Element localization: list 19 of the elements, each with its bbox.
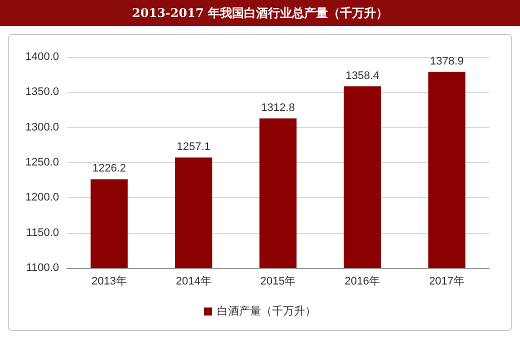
y-tick-label: 1100.0 [26, 262, 59, 274]
chart-title: 2013-2017 年我国白酒行业总产量（千万升） [0, 0, 520, 26]
x-tick-label: 2014年 [176, 276, 212, 288]
x-tick-label: 2015年 [260, 276, 296, 288]
x-tick-label: 2013年 [91, 276, 127, 288]
legend-label: 白酒产量（千万升） [217, 304, 316, 318]
y-tick-label: 1250.0 [25, 156, 59, 168]
data-label: 1257.1 [176, 141, 210, 154]
x-tick-label: 2016年 [344, 276, 380, 288]
y-tick-label: 1350.0 [25, 86, 59, 98]
data-label: 1226.2 [92, 162, 126, 175]
y-tick-label: 1200.0 [25, 192, 59, 204]
y-tick-label: 1300.0 [25, 121, 59, 134]
y-tick-label: 1400.0 [25, 51, 59, 63]
data-label: 1378.9 [430, 55, 464, 68]
data-label: 1312.8 [261, 102, 295, 114]
data-label: 1358.4 [346, 70, 380, 82]
x-tick-label: 2017年 [429, 276, 465, 288]
y-tick-label: 1150.0 [26, 226, 59, 239]
